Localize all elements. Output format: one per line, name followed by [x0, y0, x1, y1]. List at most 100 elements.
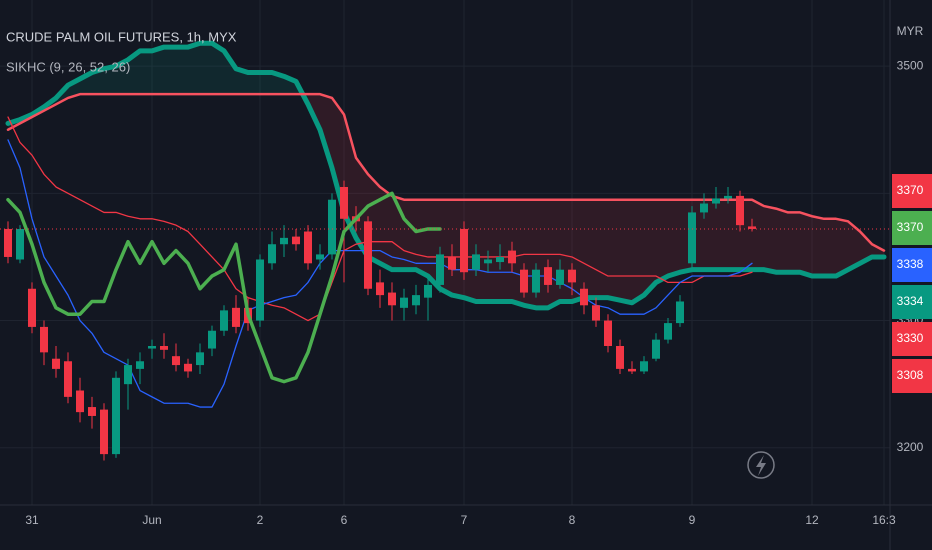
cloud-segment	[632, 199, 644, 303]
candle-body	[172, 356, 180, 366]
candle-body	[64, 361, 72, 397]
candle-body	[208, 330, 216, 349]
cloud-segment	[596, 199, 608, 298]
cloud-segment	[824, 218, 836, 277]
price-label: 3330	[897, 331, 924, 345]
candle-body	[184, 363, 192, 372]
candle-body	[508, 250, 516, 264]
candle-body	[748, 226, 756, 229]
candle-body	[4, 228, 12, 257]
cloud-segment	[608, 199, 620, 301]
candle-body	[568, 269, 576, 283]
replay-icon[interactable]	[747, 451, 775, 479]
cloud-segment	[848, 221, 860, 270]
candle-body	[436, 254, 444, 285]
candle-body	[316, 254, 324, 260]
cloud-segment	[248, 72, 260, 95]
cloud-segment	[668, 199, 680, 277]
candle-body	[592, 305, 600, 321]
cloud-segment	[212, 43, 224, 95]
candle-body	[448, 256, 456, 270]
price-label-box	[892, 211, 932, 245]
cloud-segment	[776, 208, 788, 273]
candle-body	[304, 231, 312, 264]
candle-body	[28, 288, 36, 327]
cloud-segment	[572, 199, 584, 302]
cloud-segment	[104, 66, 116, 95]
cloud-segment	[716, 199, 728, 270]
candle-body	[52, 358, 60, 369]
x-tick-label: 7	[461, 513, 468, 527]
x-tick-label: Jun	[142, 513, 161, 527]
candle-body	[556, 269, 564, 285]
cloud-segment	[416, 199, 428, 277]
cloud-segment	[860, 231, 872, 264]
candle-body	[136, 361, 144, 369]
indicator-line	[6, 191, 442, 384]
candle-body	[628, 368, 636, 372]
candle-body	[496, 256, 504, 263]
cloud-segment	[656, 199, 668, 283]
candle-body	[712, 198, 720, 204]
candle-body	[376, 282, 384, 296]
candle-body	[124, 365, 132, 385]
cloud-segment	[620, 199, 632, 303]
cloud-segment	[812, 216, 824, 277]
candle-body	[472, 254, 480, 270]
candle-body	[340, 186, 348, 219]
cloud-segment	[500, 199, 512, 302]
cloud-segment	[224, 50, 236, 95]
cloud-segment	[200, 43, 212, 95]
cloud-segment	[764, 206, 776, 273]
cloud-segment	[320, 94, 332, 168]
candle-body	[196, 352, 204, 366]
cloud-segment	[704, 199, 716, 270]
candle-body	[364, 221, 372, 289]
cloud-segment	[404, 199, 416, 270]
candle-body	[460, 228, 468, 273]
overlay	[0, 191, 890, 384]
candle-body	[232, 307, 240, 327]
candle-body	[640, 361, 648, 372]
candle-body	[292, 236, 300, 245]
candle-body	[616, 345, 624, 369]
x-tick-label: 12	[805, 513, 819, 527]
candle-body	[100, 409, 108, 455]
x-tick-label: 9	[689, 513, 696, 527]
cloud-segment	[752, 199, 764, 270]
candle-body	[268, 244, 276, 264]
price-label: 3338	[897, 257, 924, 271]
cloud-segment	[584, 199, 596, 298]
candle-body	[520, 269, 528, 293]
candle-body	[40, 326, 48, 353]
price-label: 3334	[897, 294, 924, 308]
candle-body	[652, 339, 660, 359]
cloud-segment	[152, 47, 164, 95]
cloud-segment	[128, 50, 140, 95]
candle-body	[736, 195, 744, 226]
y-axis-unit: MYR	[897, 24, 924, 38]
candle-body	[16, 228, 24, 260]
cloud-segment	[116, 59, 128, 95]
candles	[4, 180, 756, 461]
candle-body	[580, 288, 588, 306]
cloud-segment	[872, 244, 884, 257]
candle-body	[88, 407, 96, 416]
cloud-segment	[260, 72, 272, 95]
indicator-label: SIKHC (9, 26, 52, 26)	[6, 59, 130, 74]
cloud-segment	[800, 212, 812, 277]
price-label-box	[892, 359, 932, 393]
x-tick-label: 6	[341, 513, 348, 527]
candle-body	[280, 237, 288, 245]
cloud-segment	[176, 47, 188, 95]
candle-body	[676, 301, 684, 324]
x-tick-label: 8	[569, 513, 576, 527]
price-label: 3370	[897, 220, 924, 234]
cloud-segment	[380, 186, 392, 270]
candle-body	[220, 310, 228, 331]
price-label: 3308	[897, 368, 924, 382]
x-tick-label: 2	[257, 513, 264, 527]
cloud-segment	[788, 212, 800, 273]
cloud-segment	[92, 68, 104, 95]
y-tick-label: 3500	[897, 58, 924, 72]
